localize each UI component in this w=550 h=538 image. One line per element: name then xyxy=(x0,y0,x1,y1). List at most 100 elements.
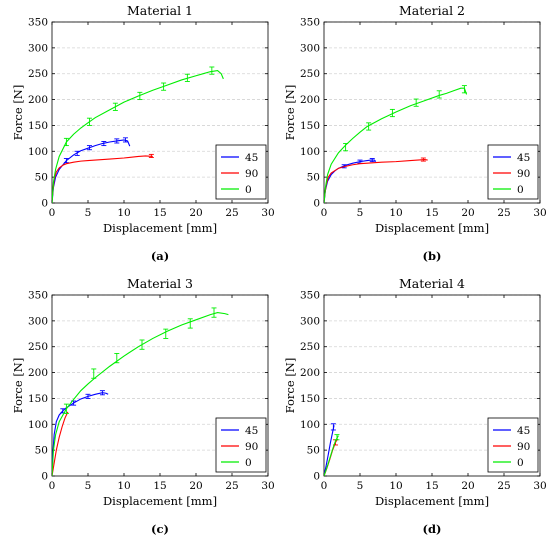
series-line-0 xyxy=(52,312,229,476)
y-tick-label: 50 xyxy=(307,172,320,184)
x-tick-label: 30 xyxy=(533,207,546,219)
x-tick-label: 10 xyxy=(389,207,402,219)
y-tick-label: 150 xyxy=(28,393,48,405)
y-tick-label: 50 xyxy=(35,445,48,457)
legend-label-0: 0 xyxy=(245,184,252,196)
x-tick-label: 25 xyxy=(225,207,238,219)
y-tick-label: 200 xyxy=(28,367,48,379)
legend: 45 90 0 xyxy=(487,144,539,200)
series-0 xyxy=(324,85,468,203)
y-tick-label: 150 xyxy=(300,120,320,132)
legend-label-45: 45 xyxy=(245,152,258,164)
x-tick-label: 30 xyxy=(261,480,274,492)
y-tick-label: 300 xyxy=(28,315,48,327)
y-tick-label: 350 xyxy=(300,17,320,29)
x-tick-label: 5 xyxy=(85,207,92,219)
series-0 xyxy=(52,66,224,203)
y-tick-label: 250 xyxy=(300,341,320,353)
y-tick-label: 0 xyxy=(41,471,48,483)
y-tick-label: 250 xyxy=(28,68,48,80)
series-line-45 xyxy=(52,139,131,203)
series-90 xyxy=(52,411,69,476)
x-tick-label: 0 xyxy=(321,480,328,492)
x-tick-label: 25 xyxy=(497,207,510,219)
legend-label-45: 45 xyxy=(517,152,530,164)
y-tick-label: 0 xyxy=(41,198,48,210)
y-axis-label: Force [N] xyxy=(11,85,25,141)
y-tick-label: 100 xyxy=(300,146,320,158)
x-tick-label: 5 xyxy=(357,480,364,492)
x-axis-label: Displacement [mm] xyxy=(375,221,489,235)
x-tick-label: 10 xyxy=(117,480,130,492)
chart-title: Material 3 xyxy=(127,276,193,291)
y-tick-label: 100 xyxy=(300,419,320,431)
x-tick-label: 20 xyxy=(189,480,202,492)
x-axis-label: Displacement [mm] xyxy=(375,494,489,508)
y-tick-label: 100 xyxy=(28,146,48,158)
x-tick-label: 15 xyxy=(425,207,438,219)
panel-2: Material 20 5 10 15 20 25 30050100150200250300… xyxy=(283,3,547,263)
y-tick-label: 150 xyxy=(300,393,320,405)
x-tick-label: 5 xyxy=(85,480,92,492)
legend: 45 90 0 xyxy=(215,417,267,473)
x-tick-label: 15 xyxy=(153,480,166,492)
chart-title: Material 4 xyxy=(399,276,465,291)
series-line-45 xyxy=(324,159,377,203)
legend-label-45: 45 xyxy=(517,425,530,437)
legend-label-90: 90 xyxy=(245,441,258,453)
x-tick-label: 20 xyxy=(189,207,202,219)
x-tick-label: 30 xyxy=(261,207,274,219)
series-line-0 xyxy=(52,70,224,203)
legend-label-90: 90 xyxy=(517,168,530,180)
legend-label-90: 90 xyxy=(517,441,530,453)
series-line-90 xyxy=(324,159,428,203)
series-line-90 xyxy=(52,155,153,203)
y-axis-label: Force [N] xyxy=(283,358,297,414)
y-tick-label: 350 xyxy=(28,17,48,29)
series-line-90 xyxy=(52,411,69,476)
x-axis-label: Displacement [mm] xyxy=(103,221,217,235)
y-tick-label: 300 xyxy=(300,42,320,54)
y-tick-label: 200 xyxy=(300,367,320,379)
series-45 xyxy=(52,390,109,476)
x-tick-label: 0 xyxy=(49,207,56,219)
x-tick-label: 5 xyxy=(357,207,364,219)
legend-label-90: 90 xyxy=(245,168,258,180)
y-tick-label: 200 xyxy=(28,94,48,106)
y-tick-label: 250 xyxy=(300,68,320,80)
x-tick-label: 30 xyxy=(533,480,546,492)
series-line-0 xyxy=(324,87,468,203)
series-0 xyxy=(52,307,229,476)
legend-label-0: 0 xyxy=(517,184,524,196)
y-tick-label: 0 xyxy=(313,198,320,210)
series-90 xyxy=(52,153,154,203)
legend: 45 90 0 xyxy=(487,417,539,473)
x-tick-label: 25 xyxy=(497,480,510,492)
series-0 xyxy=(324,434,340,476)
x-axis-label: Displacement [mm] xyxy=(103,494,217,508)
y-tick-label: 250 xyxy=(28,341,48,353)
y-tick-label: 50 xyxy=(35,172,48,184)
x-tick-label: 15 xyxy=(425,480,438,492)
legend-label-0: 0 xyxy=(517,457,524,469)
x-tick-label: 20 xyxy=(461,207,474,219)
y-tick-label: 150 xyxy=(28,120,48,132)
x-tick-label: 15 xyxy=(153,207,166,219)
series-line-45 xyxy=(324,425,335,476)
y-tick-label: 50 xyxy=(307,445,320,457)
panel-caption: (c) xyxy=(151,522,169,536)
chart-title: Material 2 xyxy=(399,3,465,18)
y-axis-label: Force [N] xyxy=(283,85,297,141)
series-line-45 xyxy=(52,392,109,476)
series-90 xyxy=(324,157,428,203)
panel-caption: (d) xyxy=(423,522,442,536)
legend-label-0: 0 xyxy=(245,457,252,469)
legend: 45 90 0 xyxy=(215,144,267,200)
y-tick-label: 350 xyxy=(28,290,48,302)
legend-box xyxy=(487,417,539,473)
x-tick-label: 0 xyxy=(49,480,56,492)
series-45 xyxy=(324,423,336,476)
panel-4: Material 40 5 10 15 20 25 30050100150200250300… xyxy=(283,276,547,536)
x-tick-label: 20 xyxy=(461,480,474,492)
